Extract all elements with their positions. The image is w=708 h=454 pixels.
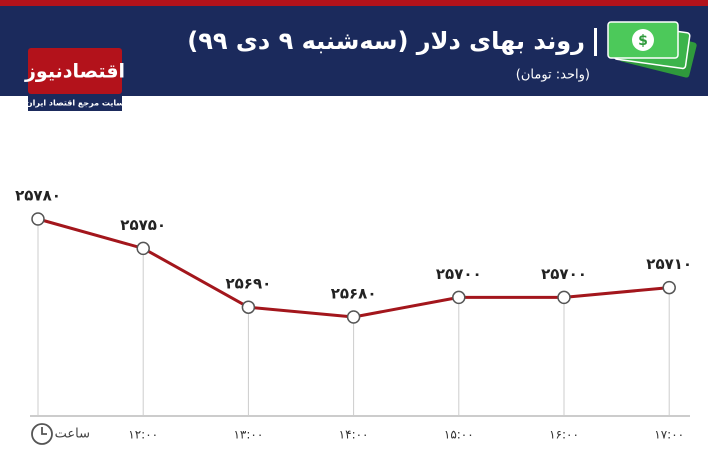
data-label: ۲۵۶۹۰ (226, 275, 272, 293)
x-tick-label: ۱۷:۰۰ (654, 428, 684, 442)
title-bar (594, 28, 597, 56)
point (346, 310, 361, 324)
point (452, 290, 466, 305)
point (31, 212, 45, 226)
money-icon: $ (607, 21, 697, 78)
data-label: ۲۵۷۵۰ (120, 216, 166, 234)
logo-text: اقتصادنیوز (24, 61, 125, 83)
point (241, 300, 256, 314)
x-axis-label: ساعت (55, 427, 90, 442)
header-stripe (0, 0, 708, 6)
data-label: ۲۵۷۰۰ (541, 265, 587, 283)
logo-caption-bg (28, 96, 122, 111)
clock-icon (31, 423, 53, 445)
x-tick-label: ۱۲:۰۰ (128, 428, 158, 442)
x-tick-label: ۱۶:۰۰ (549, 428, 579, 442)
data-label: ۲۵۷۱۰ (646, 255, 692, 273)
x-tick-label: ۱۵:۰۰ (444, 428, 474, 442)
point (662, 280, 676, 295)
data-label: ۲۵۶۸۰ (331, 285, 377, 303)
chart-title: روند بهای دلار (سه‌شنبه ۹ دی ۹۹) (187, 27, 585, 55)
svg-text:$: $ (638, 33, 648, 49)
logo-box (28, 48, 122, 94)
logo-caption: سایت مرجع اقتصاد ایران (26, 99, 125, 108)
point (136, 241, 150, 256)
point (557, 290, 571, 305)
data-label: ۲۵۷۰۰ (436, 265, 482, 283)
x-tick-label: ۱۳:۰۰ (233, 428, 263, 442)
chart-subtitle: (واحد: تومان) (516, 68, 590, 83)
data-label: ۲۵۷۸۰ (15, 187, 61, 205)
x-tick-label: ۱۴:۰۰ (339, 428, 369, 442)
